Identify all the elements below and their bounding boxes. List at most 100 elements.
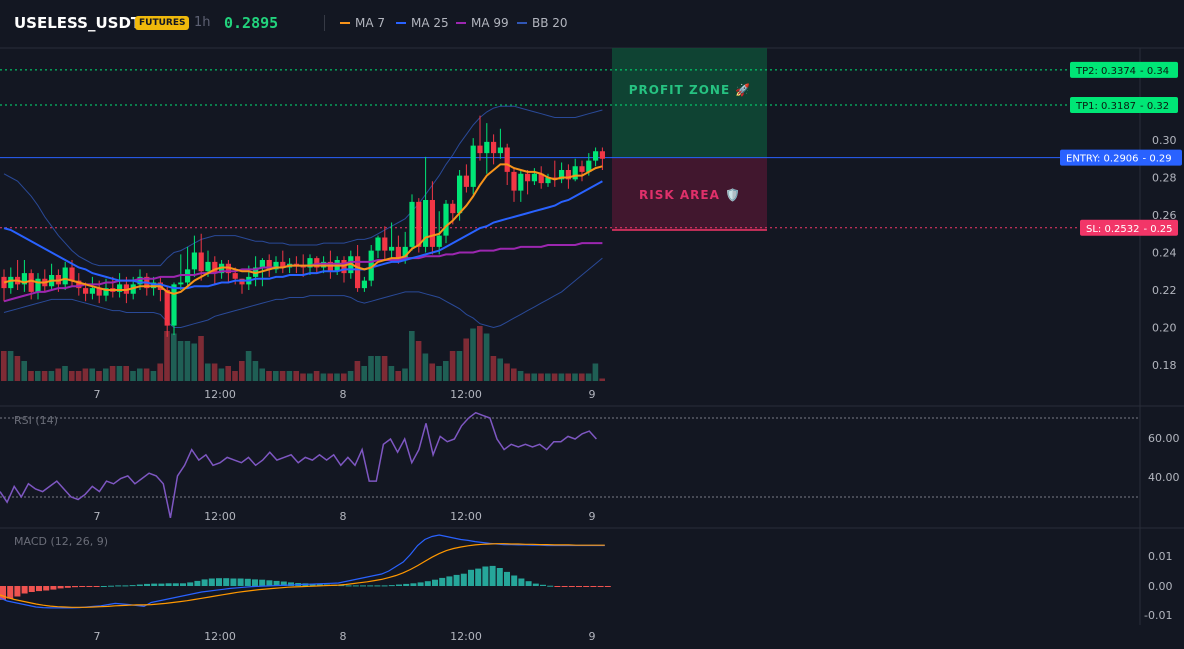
volume-bar — [177, 341, 184, 381]
macd-hist-bar — [230, 578, 237, 586]
volume-bar — [334, 373, 340, 381]
macd-hist-bar — [460, 573, 467, 586]
volume-bar — [422, 353, 429, 381]
candle-body — [62, 267, 68, 285]
macd-hist-bar — [72, 586, 78, 588]
time-label: 8 — [340, 388, 347, 401]
macd-hist-bar — [309, 583, 316, 586]
volume-bar — [232, 371, 238, 381]
volume-bar — [157, 363, 163, 381]
volume-bar — [14, 356, 21, 381]
candle-body — [504, 147, 510, 172]
volume-bar — [150, 371, 157, 381]
macd-hist-bar — [122, 585, 129, 587]
ma25-line — [3, 180, 603, 290]
svg-text:ENTRY: 0.2906- 0.29: ENTRY: 0.2906 - 0.29 — [1066, 154, 1172, 165]
profit-zone — [612, 48, 767, 158]
svg-text:SL: 0.2532- 0.25: SL: 0.2532 - 0.25 — [1086, 224, 1173, 235]
candle-body — [355, 256, 361, 289]
rsi-label: RSI (14) — [14, 414, 58, 427]
macd-hist-bar — [583, 586, 590, 587]
macd-hist-bar — [28, 586, 35, 592]
volume-bar — [449, 351, 456, 381]
macd-hist-bar — [367, 585, 374, 587]
macd-tick-001: 0.01 — [1148, 550, 1173, 563]
rsi-tick-60: 60.00 — [1148, 432, 1180, 445]
macd-hist-bar — [345, 585, 352, 587]
volume-bar — [456, 351, 463, 381]
macd-hist-bar — [21, 586, 28, 594]
candle-body — [395, 246, 401, 259]
time-label: 12:00 — [204, 510, 236, 523]
sl-tag[interactable]: SL: 0.2532 - 0.25 — [1080, 219, 1178, 236]
volume-bar — [558, 373, 565, 381]
interval-label[interactable]: 1h — [194, 15, 211, 30]
candle-body — [457, 175, 463, 214]
time-axis-rsi: 7 12:00 8 12:00 9 — [94, 510, 596, 523]
time-label: 12:00 — [450, 388, 482, 401]
candle-body — [198, 252, 204, 272]
time-label: 9 — [589, 630, 596, 643]
volume-bar — [429, 363, 435, 381]
macd-hist-bar — [288, 582, 294, 586]
volume-bar — [75, 371, 82, 381]
candle-body — [579, 166, 585, 172]
volume-bar — [191, 343, 197, 381]
candle-body — [266, 260, 272, 270]
volume-bar — [524, 373, 531, 381]
macd-hist-bar — [496, 568, 503, 586]
entry-tag-suffix: - 0.29 — [1143, 154, 1172, 165]
time-label: 9 — [589, 388, 596, 401]
volume-bar — [361, 366, 367, 381]
macd-hist-bar — [604, 586, 611, 587]
candle-body — [538, 173, 544, 184]
price-tick: 0.30 — [1152, 134, 1177, 147]
tp2-tag-suffix: - 0.34 — [1140, 66, 1169, 77]
macd-hist-bar — [244, 578, 251, 586]
ma25-label: MA 25 — [411, 16, 449, 30]
tp2-tag[interactable]: TP2: 0.3374 - 0.34 — [1070, 61, 1178, 78]
macd-hist-bar — [547, 585, 554, 587]
volume-bar — [436, 366, 442, 381]
macd-hist-bar — [532, 583, 539, 586]
volume-bar — [551, 373, 558, 381]
candle-body — [389, 246, 395, 251]
tp2-tag-label: TP2: 0.3374 — [1075, 66, 1136, 77]
macd-hist-bar — [417, 582, 424, 586]
volume-bar — [320, 373, 327, 381]
legend-bb20[interactable]: BB 20 — [517, 16, 568, 30]
candle-body — [409, 201, 415, 247]
legend-ma7[interactable]: MA 7 — [340, 16, 385, 30]
time-label: 8 — [340, 630, 347, 643]
macd-hist-bar — [424, 581, 431, 586]
symbol-name[interactable]: USELESS_USDT — [14, 14, 142, 32]
candle-body — [83, 288, 89, 294]
entry-tag[interactable]: ENTRY: 0.2906 - 0.29 — [1060, 149, 1182, 166]
volume-bar — [7, 351, 14, 381]
macd-hist-bar — [468, 569, 474, 586]
macd-hist-bar — [280, 581, 287, 586]
candle-body — [8, 276, 14, 289]
rsi-line — [0, 411, 597, 519]
macd-hist-bar — [216, 578, 222, 586]
volume-bar — [62, 366, 68, 381]
price-tick: 0.26 — [1152, 209, 1177, 222]
volume-bar — [395, 371, 401, 381]
volume-bar — [347, 371, 354, 381]
time-label: 12:00 — [204, 630, 236, 643]
time-label: 7 — [94, 630, 101, 643]
candle-body — [545, 177, 551, 184]
time-label: 7 — [94, 388, 101, 401]
ma7-line — [3, 163, 603, 295]
macd-hist-bar — [446, 576, 453, 586]
volume-bar — [103, 368, 109, 381]
candle-body — [382, 237, 388, 251]
legend-ma99[interactable]: MA 99 — [456, 16, 509, 30]
candle-body — [484, 141, 490, 154]
tp1-tag[interactable]: TP1: 0.3187 - 0.32 — [1070, 96, 1178, 113]
candle-body — [463, 175, 469, 187]
candle-body — [511, 171, 517, 191]
legend-ma25[interactable]: MA 25 — [396, 16, 449, 30]
macd-hist-bar — [374, 585, 381, 587]
